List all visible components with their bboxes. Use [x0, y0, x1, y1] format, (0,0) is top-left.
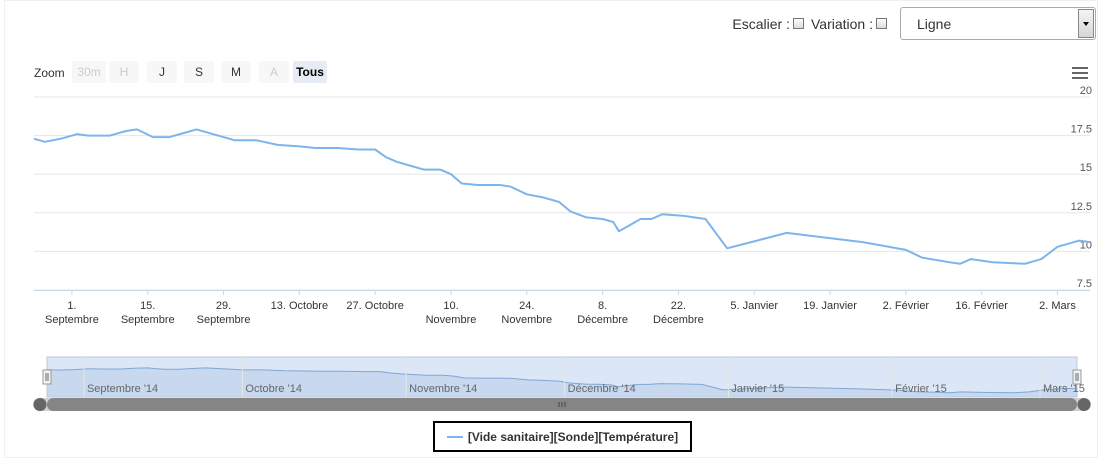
hamburger-menu-icon[interactable] — [1072, 67, 1088, 81]
legend-series-label: [Vide sanitaire][Sonde][Température] — [467, 429, 679, 444]
variation-label: Variation : — [811, 15, 873, 32]
escalier-label: Escalier : — [732, 15, 790, 32]
chart-type-select-value: Ligne — [917, 15, 952, 32]
chevron-down-icon[interactable] — [1078, 9, 1094, 38]
variation-checkbox[interactable] — [876, 18, 887, 29]
escalier-checkbox[interactable] — [793, 18, 804, 29]
chart-container — [4, 0, 1098, 458]
legend-swatch — [446, 435, 463, 438]
chart-type-select[interactable]: Ligne — [900, 7, 1096, 40]
legend[interactable]: [Vide sanitaire][Sonde][Température] — [433, 421, 692, 452]
chart-options-bar: Escalier : Variation : Ligne — [732, 7, 1096, 40]
